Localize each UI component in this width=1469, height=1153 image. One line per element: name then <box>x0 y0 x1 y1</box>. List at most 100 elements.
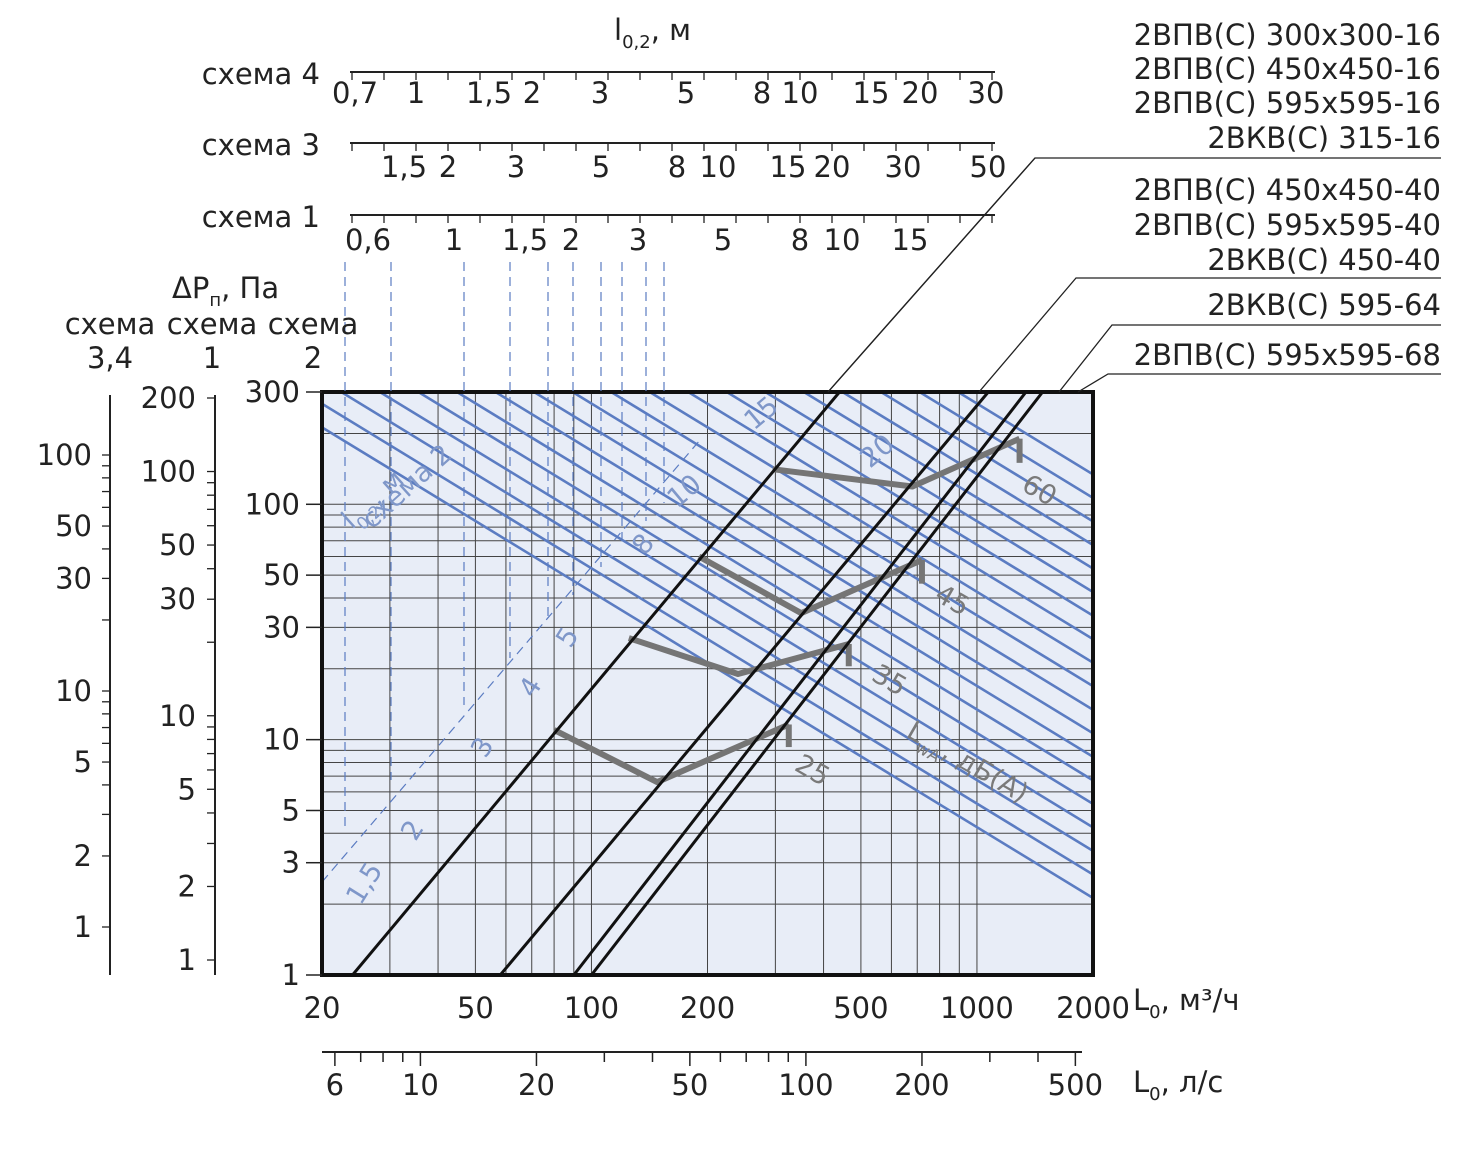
throw-isoline <box>878 392 1093 523</box>
throw-scale-label: 2 <box>562 223 580 257</box>
throw-scale-label: 50 <box>970 150 1007 184</box>
y-tick-label: 30 <box>263 610 300 644</box>
throw-scale-label: 30 <box>968 76 1005 110</box>
pressure-scale-1-label: 1 <box>178 943 196 977</box>
throw-scale-label: 5 <box>592 150 610 184</box>
throw-isoline <box>492 392 1093 758</box>
legend-leader <box>978 277 1441 393</box>
noise-curve <box>772 435 1021 490</box>
grid <box>322 392 1093 975</box>
throw-scale-label: 1,5 <box>381 150 427 184</box>
x-tick-label: 20 <box>304 991 341 1025</box>
throw-scale-label: 0,7 <box>332 76 378 110</box>
series-line <box>590 392 1044 975</box>
throw-scale-name: схема 1 <box>202 200 320 234</box>
throw-isoline <box>762 392 1093 594</box>
throw-isoline <box>570 392 1093 711</box>
pressure-scale-34-label: 30 <box>55 561 92 595</box>
y-tick-label: 3 <box>282 846 300 880</box>
y-tick-label: 300 <box>245 375 300 409</box>
throw-isoline <box>377 392 1093 829</box>
throw-scale-label: 10 <box>700 150 737 184</box>
legend-entry: 2ВПВ(С) 595х595-40 <box>1134 208 1441 242</box>
pressure-scale-1-label: 50 <box>159 528 196 562</box>
throw-isoline <box>338 392 1093 853</box>
pressure-column-number: 1 <box>203 341 221 375</box>
x-tick-label: 100 <box>564 991 619 1025</box>
throw-isoline <box>531 392 1093 735</box>
x2-tick-label: 6 <box>326 1068 344 1102</box>
pressure-scale-34-label: 5 <box>74 745 92 779</box>
x-tick-label: 2000 <box>1056 991 1130 1025</box>
x-axis-label-main: L <box>1133 983 1149 1017</box>
legend-entry: 2ВПВ(С) 595х595-68 <box>1134 338 1441 372</box>
throw-scale-name: схема 4 <box>202 57 320 91</box>
pressure-scale-34-label: 2 <box>74 839 92 873</box>
series-line <box>351 392 841 975</box>
pressure-scale-1-label: 2 <box>178 869 196 903</box>
y-tick-label: 5 <box>282 793 300 827</box>
legend-entry: 2ВКВ(С) 450-40 <box>1207 243 1441 277</box>
throw-isoline <box>955 392 1093 476</box>
series-lines <box>351 392 1044 975</box>
x2-axis-label-main: L <box>1133 1065 1149 1099</box>
throw-isoline <box>322 402 1093 876</box>
throw-header-sub: 0,2 <box>622 32 651 53</box>
pressure-scale-34-label: 10 <box>55 674 92 708</box>
x2-tick-label: 10 <box>402 1068 439 1102</box>
throw-scale-label: 1,5 <box>466 76 512 110</box>
series-line <box>499 392 990 975</box>
pressure-scale-1-label: 10 <box>159 699 196 733</box>
plot-frame <box>320 390 1095 977</box>
throw-isoline <box>608 392 1093 688</box>
pressure-header: ΔPп, Па <box>172 271 279 311</box>
pressure-scale-1-label: 100 <box>141 455 196 489</box>
x2-axis-label-sub: 0 <box>1149 1084 1160 1105</box>
throw-scale-label: 1,5 <box>502 223 548 257</box>
legend-entry: 2ВПВ(С) 300х300-16 <box>1134 18 1441 52</box>
throw-isoline <box>801 392 1093 570</box>
x2-tick-label: 200 <box>894 1068 949 1102</box>
pressure-header-sub: п <box>209 290 221 311</box>
x-tick-label: 200 <box>680 991 735 1025</box>
throw-scale-label: 3 <box>629 223 647 257</box>
throw-scale-label: 30 <box>885 150 922 184</box>
scheme2-diagonal <box>322 439 701 883</box>
throw-scale-label: 8 <box>668 150 686 184</box>
legend-entry: 2ВПВ(С) 595х595-16 <box>1134 86 1441 120</box>
x2-axis-label-unit: , л/с <box>1161 1065 1224 1099</box>
pressure-column-number: 3,4 <box>87 341 133 375</box>
noise-curve <box>627 635 850 677</box>
pressure-scale-1-label: 5 <box>178 772 196 806</box>
throw-scale-label: 5 <box>677 76 695 110</box>
x-tick-label: 500 <box>833 991 888 1025</box>
x2-tick-label: 100 <box>778 1068 833 1102</box>
y-tick-label: 1 <box>282 958 300 992</box>
throw-scale-label: 8 <box>753 76 771 110</box>
pressure-scale-34-label: 50 <box>55 509 92 543</box>
throw-isoline <box>724 392 1093 617</box>
y-tick-label: 10 <box>263 723 300 757</box>
legend-leader-ext <box>827 157 1036 393</box>
throw-scale-label: 15 <box>853 76 890 110</box>
throw-header-unit: , м <box>651 13 691 47</box>
x2-tick-label: 50 <box>671 1068 708 1102</box>
throw-header: l0,2, м <box>614 13 691 53</box>
throw-scale-label: 2 <box>523 76 541 110</box>
throw-isoline <box>647 392 1093 664</box>
throw-scale-label: 1 <box>407 76 425 110</box>
x-axis-label: L0, м³/ч <box>1133 983 1239 1023</box>
y-tick-label: 50 <box>263 558 300 592</box>
pressure-scale-1-label: 30 <box>159 582 196 616</box>
pressure-column-number: 2 <box>304 341 322 375</box>
plot-border <box>320 390 1095 977</box>
pressure-scale-34-label: 1 <box>74 910 92 944</box>
x2-tick-label: 20 <box>518 1068 555 1102</box>
throw-scale-label: 15 <box>892 223 929 257</box>
y-tick-label: 100 <box>245 487 300 521</box>
x-tick-label: 50 <box>457 991 494 1025</box>
throw-scale-label: 2 <box>439 150 457 184</box>
throw-scale-label: 3 <box>591 76 609 110</box>
throw-scale-label: 5 <box>714 223 732 257</box>
